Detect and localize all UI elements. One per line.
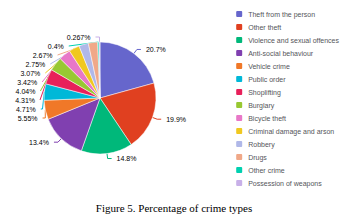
- svg-text:0.267%: 0.267%: [67, 34, 91, 41]
- svg-text:Bicycle theft: Bicycle theft: [248, 115, 286, 123]
- svg-text:19.9%: 19.9%: [166, 116, 186, 123]
- svg-text:13.4%: 13.4%: [29, 139, 49, 146]
- svg-text:Criminal damage and arson: Criminal damage and arson: [248, 128, 334, 136]
- svg-text:4.04%: 4.04%: [16, 88, 36, 95]
- svg-text:Public order: Public order: [248, 76, 286, 83]
- svg-text:5.55%: 5.55%: [18, 115, 38, 122]
- svg-text:14.8%: 14.8%: [117, 155, 137, 162]
- svg-text:0.4%: 0.4%: [48, 43, 64, 50]
- svg-text:Burglary: Burglary: [248, 102, 275, 110]
- svg-text:Anti-social behaviour: Anti-social behaviour: [248, 50, 314, 57]
- svg-text:2.67%: 2.67%: [33, 52, 53, 59]
- svg-text:Other theft: Other theft: [248, 24, 281, 31]
- svg-text:Robbery: Robbery: [248, 141, 275, 149]
- svg-text:20.7%: 20.7%: [146, 46, 166, 53]
- svg-text:Figure 5. Percentage of crime: Figure 5. Percentage of crime types: [96, 202, 252, 214]
- svg-text:Violence and sexual offences: Violence and sexual offences: [248, 37, 339, 44]
- svg-text:3.42%: 3.42%: [17, 79, 37, 86]
- svg-text:4.71%: 4.71%: [16, 106, 36, 113]
- svg-text:Possession of weapons: Possession of weapons: [248, 180, 322, 188]
- svg-text:Theft from the person: Theft from the person: [248, 11, 315, 19]
- svg-text:Drugs: Drugs: [248, 154, 267, 162]
- svg-text:2.75%: 2.75%: [25, 61, 45, 68]
- svg-text:Other crime: Other crime: [248, 167, 285, 174]
- svg-text:3.07%: 3.07%: [20, 70, 40, 77]
- svg-text:Shoplifting: Shoplifting: [248, 89, 281, 97]
- svg-text:Vehicle crime: Vehicle crime: [248, 63, 290, 70]
- svg-text:4.31%: 4.31%: [15, 97, 35, 104]
